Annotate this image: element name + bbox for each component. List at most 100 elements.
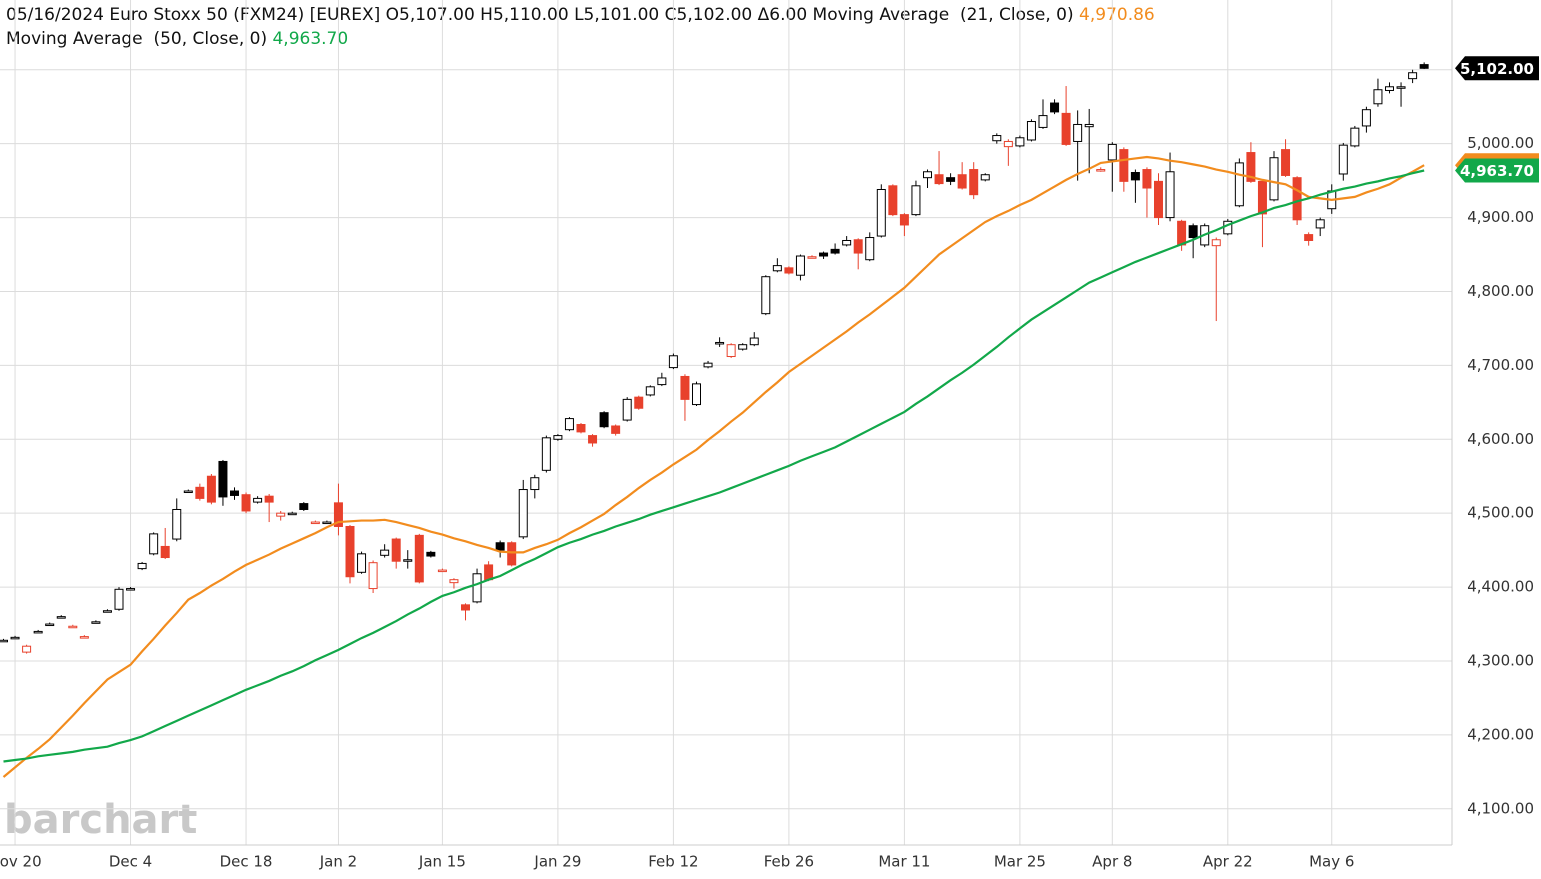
price-badge [1455, 158, 1539, 183]
x-tick-label: Feb 26 [764, 853, 814, 871]
candle-body [1373, 89, 1383, 105]
candle-body [391, 538, 401, 562]
header: 05/16/2024 Euro Stoxx 50 (FXM24) [EUREX]… [6, 3, 1155, 51]
candle-body [79, 636, 89, 639]
candle-body [264, 495, 274, 503]
candle-body [449, 579, 459, 584]
candle-body [403, 559, 413, 562]
candle-body [1165, 171, 1175, 219]
candle-body [1142, 169, 1152, 189]
x-tick-label: Mar 25 [994, 853, 1046, 871]
candle-body [692, 383, 701, 406]
candle-body [715, 341, 725, 345]
candle-body [1361, 109, 1371, 127]
candle-body [541, 437, 551, 471]
ma-line [2, 155, 1425, 778]
symbol: Euro Stoxx 50 (FXM24) [EUREX] [109, 5, 381, 25]
candle-body [726, 344, 736, 358]
y-tick-label: 4,300.00 [1467, 651, 1534, 669]
y-tick-label: 4,200.00 [1467, 725, 1534, 743]
candle-body [1246, 152, 1256, 182]
candle-body [622, 398, 632, 421]
candle-body [830, 248, 840, 254]
price-badge-label: 5,102.00 [1460, 60, 1534, 78]
candle-body [853, 239, 863, 254]
high: H5,110.00 [480, 5, 569, 25]
candle-body [749, 337, 759, 346]
candle-body [1096, 169, 1106, 172]
candle-body [772, 265, 782, 272]
candle-body [1292, 177, 1302, 221]
candle-body [784, 267, 794, 274]
x-tick-label: Apr 8 [1092, 853, 1132, 871]
candle-body [437, 569, 447, 573]
candle-body [183, 490, 193, 494]
candle-body [1177, 220, 1187, 246]
candle-body [819, 252, 829, 257]
candle-body [946, 177, 956, 182]
candle-body [414, 534, 424, 583]
candle-body [899, 214, 909, 226]
candle-body [634, 396, 644, 409]
candle-body [1061, 112, 1071, 145]
candle-body [576, 424, 586, 433]
candle-body [1281, 149, 1291, 176]
date: 05/16/2024 [6, 5, 104, 25]
candle-body [299, 503, 309, 510]
candle-body [1084, 123, 1094, 128]
y-tick-label: 4,100.00 [1467, 799, 1534, 817]
candle-body [1130, 172, 1140, 181]
candle-body [137, 562, 147, 570]
candle-body [126, 588, 136, 591]
candle-body [1257, 180, 1267, 215]
candle-body [68, 625, 78, 629]
candle-body [645, 386, 655, 396]
candle-body [795, 255, 805, 276]
candle-body [218, 460, 228, 498]
candle-body [1408, 72, 1418, 80]
candle-body [1269, 157, 1279, 201]
candle-body [368, 562, 378, 590]
candle-body [1154, 180, 1163, 219]
x-tick-label: Jan 15 [418, 853, 466, 871]
legend-value: 4,963.70 [272, 29, 349, 49]
candle-body [1073, 123, 1083, 142]
x-tick-label: Jan 2 [319, 853, 357, 871]
candle-body [1304, 234, 1314, 241]
grid [0, 0, 1452, 845]
candle-body [1107, 143, 1117, 161]
candle-body [1338, 144, 1348, 175]
price-badge-label: 4,963.70 [1460, 162, 1534, 180]
candle-body [1419, 64, 1429, 69]
candle-body [276, 512, 286, 517]
candle-body [1119, 149, 1129, 182]
candle-body [322, 521, 332, 525]
candle-body [10, 636, 20, 640]
candle-body [865, 237, 875, 261]
candle-body [657, 377, 667, 386]
open: O5,107.00 [385, 5, 475, 25]
candle-body [1350, 127, 1360, 147]
candle-body [56, 616, 66, 619]
candle-body [1050, 102, 1060, 113]
candle-body [114, 588, 124, 610]
y-tick-label: 4,800.00 [1467, 282, 1534, 300]
candle-body [33, 630, 43, 634]
y-tick-label: 4,500.00 [1467, 504, 1534, 522]
candle-body [495, 542, 505, 551]
legend-name: Moving Average (21, Close, 0) [812, 5, 1074, 25]
candle-body [149, 533, 159, 555]
candle-body [553, 435, 563, 440]
x-tick-label: Dec 18 [220, 853, 273, 871]
low: L5,101.00 [574, 5, 660, 25]
candle-body [22, 645, 32, 653]
candle-body [102, 610, 112, 613]
candle-body [1396, 86, 1406, 89]
legend-value: 4,970.86 [1079, 5, 1155, 25]
legend-name: Moving Average (50, Close, 0) [6, 29, 268, 49]
candle-body [738, 344, 748, 350]
candle-body [807, 256, 817, 259]
candle-body [518, 489, 528, 538]
